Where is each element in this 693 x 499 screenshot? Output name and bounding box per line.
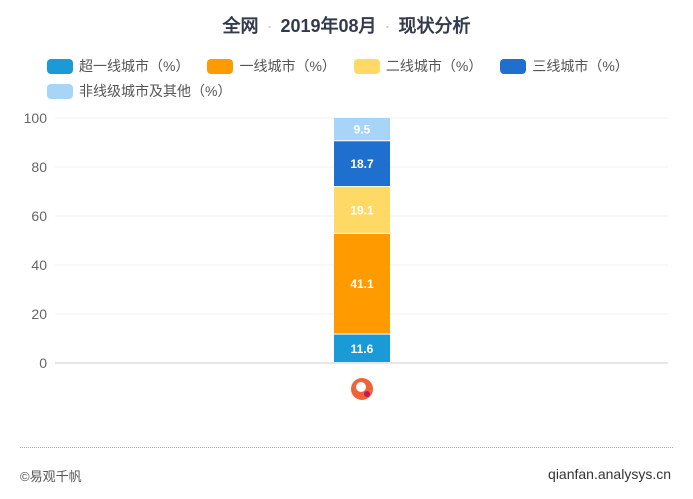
data-label: 18.7 — [350, 157, 374, 171]
legend-label: 非线级城市及其他（%） — [79, 83, 232, 99]
data-label: 11.6 — [351, 342, 374, 356]
data-label: 9.5 — [354, 123, 371, 137]
y-tick-label: 60 — [31, 208, 47, 224]
site-url: qianfan.analysys.cn — [548, 466, 671, 482]
legend-item[interactable]: 二线城市（%） — [353, 55, 483, 77]
bar-segment — [334, 233, 390, 334]
legend-swatch — [47, 83, 73, 99]
app-logo-icon-dot — [364, 391, 370, 397]
legend-label: 超一线城市（%） — [79, 58, 190, 74]
legend-swatch — [353, 58, 380, 74]
data-label: 19.1 — [350, 203, 374, 217]
stacked-bar-chart: 0 20 40 60 80 100 11.6 41.1 19.1 18.7 9.5 — [24, 110, 668, 400]
y-tick-label: 0 — [39, 355, 47, 371]
title-date: 2019年08月 — [280, 16, 377, 36]
app-logo-icon-inner — [356, 382, 366, 392]
legend-item[interactable]: 一线城市（%） — [207, 55, 336, 77]
legend-item[interactable]: 非线级城市及其他（%） — [47, 80, 231, 102]
legend-item[interactable]: 三线城市（%） — [500, 55, 629, 77]
legend-swatch — [500, 58, 527, 74]
bar-segment — [334, 334, 390, 362]
chart-title: 全网 · 2019年08月 · 现状分析 — [222, 16, 471, 36]
legend-label: 一线城市（%） — [239, 58, 336, 74]
legend-label: 三线城市（%） — [532, 58, 629, 74]
legend: 超一线城市（%） 一线城市（%） 二线城市（%） 三线城市（%） 非线级城市及其他（%） — [47, 55, 667, 105]
bar-segment — [334, 118, 390, 141]
y-tick-label: 20 — [31, 306, 47, 322]
title-scope: 全网 — [222, 16, 259, 36]
legend-item[interactable]: 超一线城市（%） — [47, 55, 189, 77]
bar-segment — [334, 187, 390, 233]
copyright: ©易观千帆 — [20, 469, 82, 484]
y-tick-label: 100 — [24, 110, 48, 126]
legend-swatch — [47, 58, 73, 74]
y-tick-label: 80 — [31, 159, 47, 175]
y-tick-label: 40 — [31, 257, 47, 273]
bar-segment — [334, 141, 390, 187]
footer-divider — [20, 447, 673, 448]
title-subject: 现状分析 — [398, 16, 471, 36]
legend-label: 二线城市（%） — [385, 58, 483, 74]
legend-swatch — [207, 58, 234, 74]
data-label: 41.1 — [350, 277, 374, 291]
